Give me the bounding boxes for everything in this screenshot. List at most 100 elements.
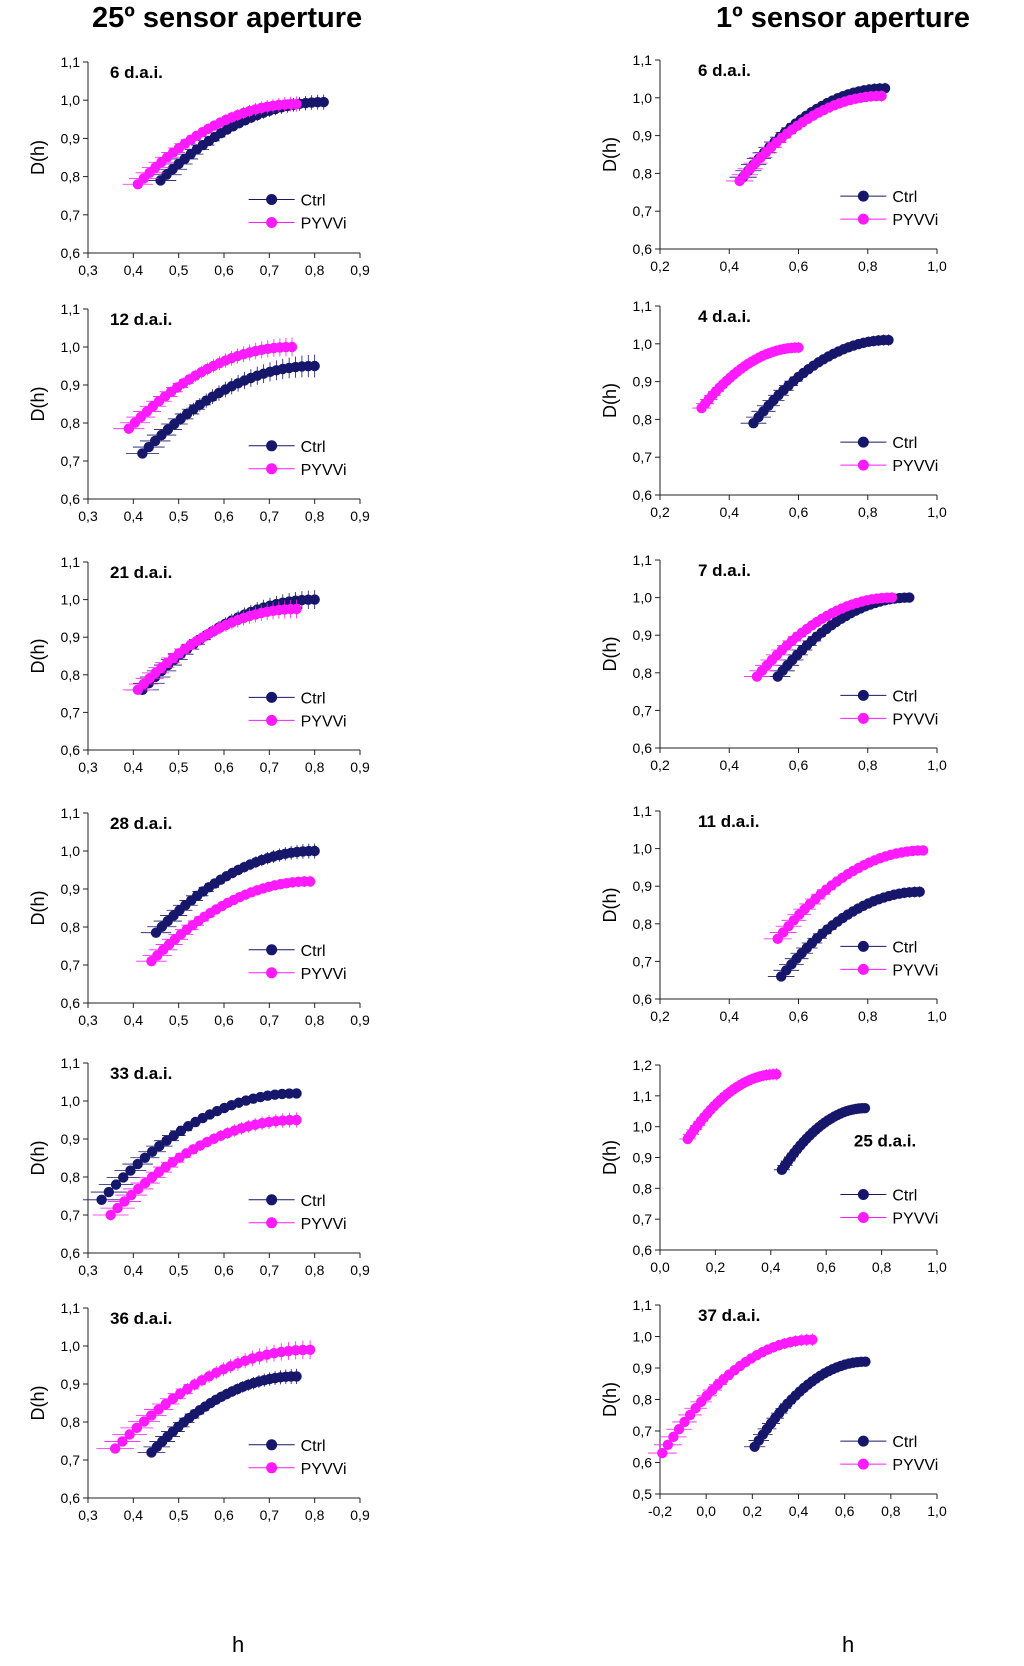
series-ctrl <box>144 94 329 186</box>
panel-title: 21 d.a.i. <box>110 563 172 582</box>
legend-marker <box>857 436 869 448</box>
data-point <box>133 1183 144 1195</box>
y-axis-label: D(h) <box>28 140 48 175</box>
left-column-title: 25º sensor aperture <box>92 2 363 34</box>
data-point <box>124 1429 135 1440</box>
y-tick-label: 1,0 <box>633 1329 653 1345</box>
plot-area: 0,6 0,7 0,8 0,9 1,0 1,1 0,3 0,4 0,5 0,6 0,7 0,8 0,9 D… <box>28 301 370 524</box>
data-point <box>859 1102 871 1114</box>
y-tick-label: 0,9 <box>633 1360 653 1376</box>
legend-entry-pyvvi: PYVVi <box>248 1216 347 1233</box>
y-tick-label: 1,1 <box>61 554 81 570</box>
y-tick-label: 1,0 <box>61 92 81 108</box>
data-point <box>876 90 887 102</box>
y-axis-label: D(h) <box>600 137 620 172</box>
x-tick-label: 0,8 <box>305 759 325 775</box>
y-tick-label: 0,7 <box>61 704 81 720</box>
series-ctrl <box>137 1368 302 1458</box>
chart-panel-left-3: 0,6 0,7 0,8 0,9 1,0 1,1 0,3 0,4 0,5 0,6 0,7 0,8 0,9 D… <box>28 554 370 775</box>
data-point <box>139 1177 151 1189</box>
x-tick-label: 0,6 <box>214 262 234 278</box>
data-point <box>291 1371 302 1382</box>
y-tick-label: 0,9 <box>61 130 81 146</box>
legend-marker <box>266 194 278 206</box>
data-point <box>291 603 302 615</box>
x-tick-label: 0,2 <box>650 1008 670 1024</box>
legend-label: Ctrl <box>301 1193 326 1210</box>
series-line <box>128 346 293 430</box>
x-tick-label: 0,3 <box>78 1012 98 1028</box>
legend-label: Ctrl <box>301 1438 326 1455</box>
x-tick-label: 0,6 <box>214 1012 234 1028</box>
y-tick-label: 0,6 <box>633 487 653 503</box>
x-tick-label: 0,4 <box>720 258 740 274</box>
y-tick-label: 0,6 <box>633 991 653 1007</box>
y-tick-label: 0,7 <box>633 449 653 465</box>
x-tick-label: 0,9 <box>350 262 370 278</box>
y-axis-label: D(h) <box>28 891 48 926</box>
legend-marker <box>266 1439 278 1451</box>
legend-marker <box>266 1217 278 1229</box>
panel-title: 7 d.a.i. <box>698 561 751 580</box>
legend-entry-ctrl: Ctrl <box>840 189 917 206</box>
legend-entry-pyvvi: PYVVi <box>840 1211 938 1228</box>
plot-area: 0,6 0,7 0,8 0,9 1,0 1,1 0,2 0,4 0,6 0,8 1,0 D(h) 6 d… <box>600 52 947 274</box>
series-pyvvi <box>743 592 898 682</box>
x-tick-label: 0,4 <box>124 262 144 278</box>
y-tick-label: 0,8 <box>633 1180 653 1196</box>
data-point <box>137 448 148 459</box>
data-point <box>138 1416 150 1427</box>
y-tick-label: 0,9 <box>61 377 81 393</box>
y-tick-label: 0,9 <box>633 627 653 643</box>
panel-title: 36 d.a.i. <box>110 1309 172 1328</box>
x-tick-label: 0,9 <box>350 759 370 775</box>
y-tick-label: 0,7 <box>633 1211 653 1227</box>
data-point <box>662 1439 674 1451</box>
y-tick-label: 1,1 <box>61 1055 81 1071</box>
data-point <box>110 1443 121 1454</box>
x-tick-label: 0,2 <box>650 258 670 274</box>
x-tick-label: 0,8 <box>858 504 878 520</box>
x-tick-label: 0,6 <box>214 1262 234 1278</box>
y-tick-label: 1,1 <box>633 552 653 568</box>
chart-panel-right-5: 0,6 0,7 0,8 0,9 1,0 1,1 1,2 0,0 0,2 0,4 0,6 0,8 1,0 D… <box>600 1057 947 1275</box>
y-tick-label: 0,8 <box>61 1414 81 1430</box>
y-tick-label: 1,2 <box>633 1057 653 1073</box>
data-point <box>297 1344 309 1356</box>
legend-entry-ctrl: Ctrl <box>840 1188 917 1205</box>
legend-label: PYVVi <box>892 962 938 979</box>
x-tick-label: 0,4 <box>720 757 740 773</box>
y-tick-label: 1,0 <box>61 1093 81 1109</box>
y-tick-label: 0,9 <box>633 128 653 144</box>
y-tick-label: 0,6 <box>61 742 81 758</box>
legend-entry-pyvvi: PYVVi <box>840 458 938 475</box>
chart-panel-left-6: 0,6 0,7 0,8 0,9 1,0 1,1 0,3 0,4 0,5 0,6 0,7 0,8 0,9 D… <box>28 1300 370 1523</box>
x-tick-label: 0,9 <box>350 1507 370 1523</box>
y-tick-label: 0,8 <box>633 916 653 932</box>
x-tick-label: 0,4 <box>124 759 144 775</box>
x-tick-label: 0,5 <box>169 759 189 775</box>
x-tick-label: 0,7 <box>260 1507 280 1523</box>
x-tick-label: 0,7 <box>260 759 280 775</box>
plot-area: 0,6 0,7 0,8 0,9 1,0 1,1 0,2 0,4 0,6 0,8 1,0 D(h) 4 d… <box>600 298 947 520</box>
x-tick-label: 0,7 <box>260 1262 280 1278</box>
plot-area: 0,6 0,7 0,8 0,9 1,0 1,1 0,3 0,4 0,5 0,6 0,7 0,8 0,9 D… <box>28 54 370 278</box>
data-point <box>96 1194 107 1205</box>
x-tick-label: 1,0 <box>927 504 947 520</box>
x-tick-label: 0,6 <box>789 258 809 274</box>
legend-label: Ctrl <box>301 690 326 707</box>
y-tick-label: 0,8 <box>61 1169 81 1185</box>
y-tick-label: 0,7 <box>61 1207 81 1223</box>
y-axis-label: D(h) <box>600 1140 620 1175</box>
y-tick-label: 0,6 <box>633 1455 653 1471</box>
y-tick-label: 0,6 <box>633 740 653 756</box>
x-tick-label: 0,4 <box>124 1262 144 1278</box>
panel-title: 6 d.a.i. <box>110 63 163 82</box>
legend-entry-ctrl: Ctrl <box>840 1434 917 1451</box>
chart-panel-left-4: 0,6 0,7 0,8 0,9 1,0 1,1 0,3 0,4 0,5 0,6 0,7 0,8 0,9 D… <box>28 805 370 1028</box>
chart-panel-right-2: 0,6 0,7 0,8 0,9 1,0 1,1 0,2 0,4 0,6 0,8 1,0 D(h) 4 d… <box>600 298 947 520</box>
y-tick-label: 0,6 <box>61 1490 81 1506</box>
panel-title: 12 d.a.i. <box>110 310 172 329</box>
data-point <box>860 1356 871 1367</box>
